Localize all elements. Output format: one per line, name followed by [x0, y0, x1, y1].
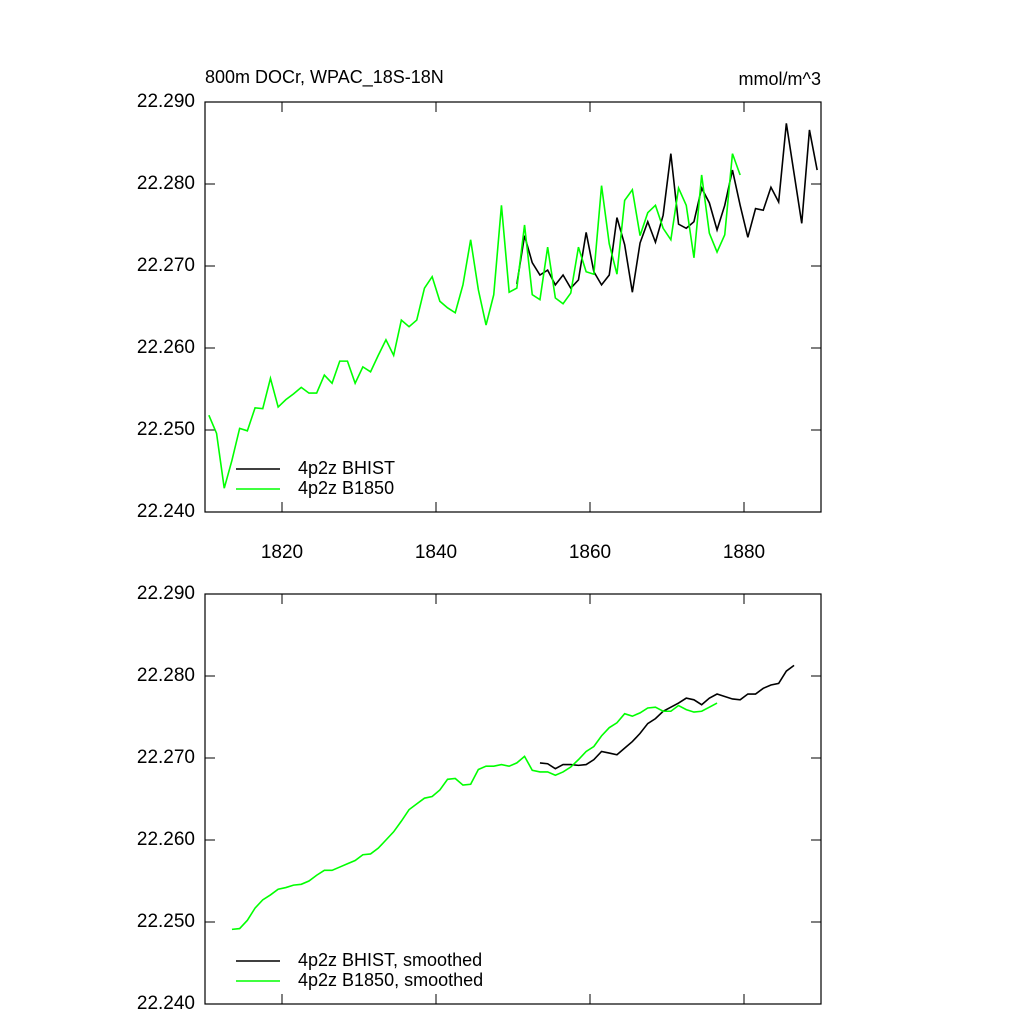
y-tick-label: 22.270: [137, 747, 195, 768]
y-tick-label: 22.290: [137, 583, 195, 604]
x-tick-label: 1820: [261, 542, 303, 563]
legend-label: 4p2z BHIST: [298, 458, 395, 478]
legend-label: 4p2z B1850: [298, 478, 394, 498]
data-line: [208, 153, 741, 489]
data-line: [516, 123, 818, 293]
data-line: [539, 664, 795, 770]
plot-frame: [204, 593, 822, 1005]
y-tick-label: 22.250: [137, 419, 195, 440]
y-tick-label: 22.240: [137, 501, 195, 522]
legend-label: 4p2z B1850, smoothed: [298, 970, 483, 990]
y-tick-label: 22.260: [137, 829, 195, 850]
x-tick-label: 1840: [415, 542, 457, 563]
y-tick-label: 22.260: [137, 337, 195, 358]
x-tick-label: 1860: [569, 542, 611, 563]
y-tick-label: 22.280: [137, 665, 195, 686]
plot-frame: [204, 101, 822, 513]
y-tick-label: 22.280: [137, 173, 195, 194]
y-tick-label: 22.270: [137, 255, 195, 276]
legend-label: 4p2z BHIST, smoothed: [298, 950, 482, 970]
y-tick-label: 22.240: [137, 993, 195, 1014]
x-tick-label: 1880: [723, 542, 765, 563]
y-tick-label: 22.290: [137, 91, 195, 112]
units-label: mmol/m^3: [739, 69, 821, 89]
chart-title: 800m DOCr, WPAC_18S-18N: [205, 67, 444, 88]
y-tick-label: 22.250: [137, 911, 195, 932]
data-line: [231, 702, 718, 931]
